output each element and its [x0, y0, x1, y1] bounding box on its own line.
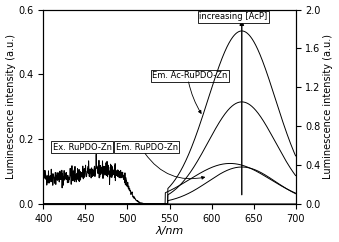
Y-axis label: Luminescence intensity (a.u.): Luminescence intensity (a.u.) [323, 34, 334, 179]
Text: Em. RuPDO-Zn: Em. RuPDO-Zn [116, 143, 178, 152]
Text: Em. Ac-RuPDO-Zn: Em. Ac-RuPDO-Zn [152, 71, 227, 81]
X-axis label: λ/nm: λ/nm [155, 227, 184, 236]
Text: increasing [AcP]: increasing [AcP] [199, 13, 267, 22]
Y-axis label: Luminescence intensity (a.u.): Luminescence intensity (a.u.) [5, 34, 16, 179]
Text: Ex. RuPDO-Zn: Ex. RuPDO-Zn [53, 143, 112, 152]
